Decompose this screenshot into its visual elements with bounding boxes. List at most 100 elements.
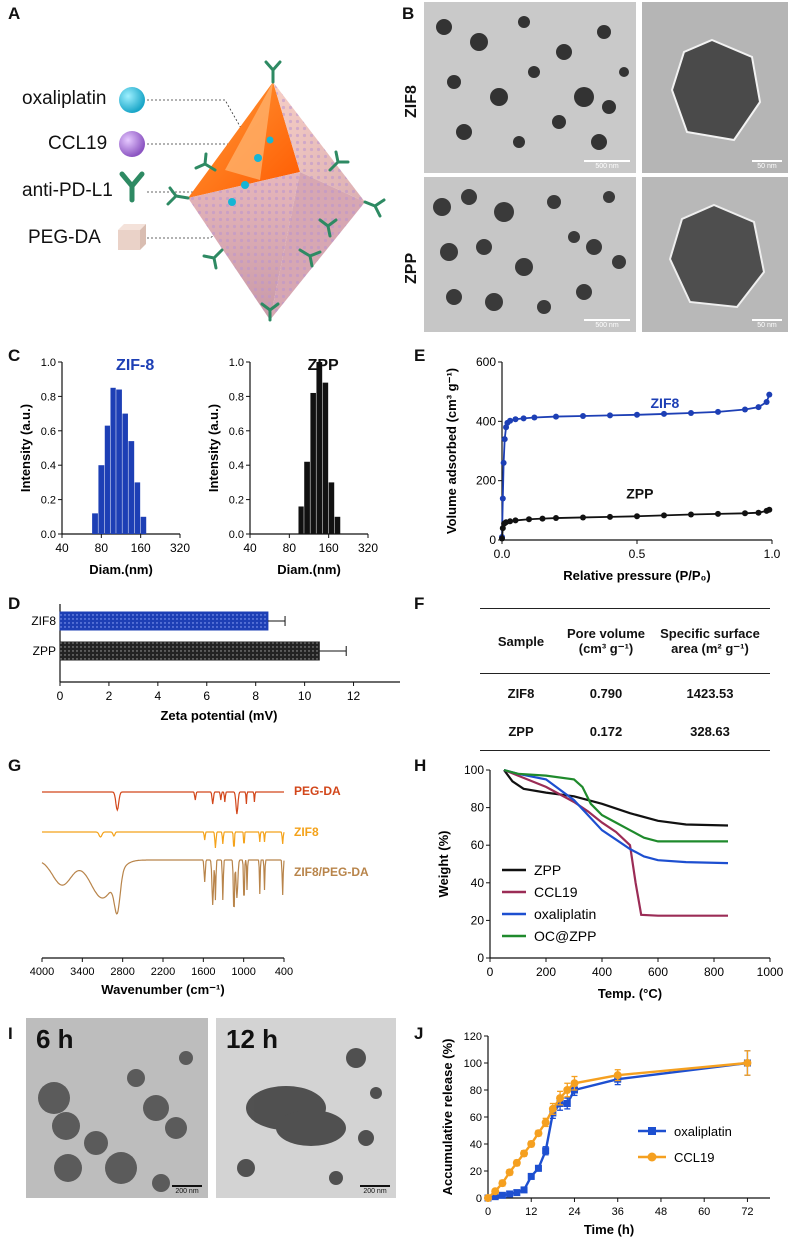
data-point bbox=[527, 1172, 535, 1180]
data-point bbox=[534, 1164, 542, 1172]
x-tick-label: 80 bbox=[283, 541, 297, 555]
x-tick-label: 160 bbox=[319, 541, 339, 555]
table-cell: ZPP bbox=[508, 723, 534, 739]
y-axis-title: Volume adsorbed (cm³ g⁻¹) bbox=[444, 368, 459, 534]
histogram-bar bbox=[298, 506, 304, 534]
legend-oxaliplatin: oxaliplatin bbox=[22, 88, 107, 109]
histogram-bar bbox=[310, 392, 316, 534]
x-tick-label: 48 bbox=[655, 1206, 667, 1218]
x-tick-label: 160 bbox=[131, 541, 151, 555]
y-tick-label: 0.0 bbox=[229, 529, 244, 541]
x-tick-label: 80 bbox=[95, 541, 109, 555]
y-tick-label: 20 bbox=[470, 1166, 482, 1178]
data-point-zif8 bbox=[500, 459, 507, 466]
data-point bbox=[534, 1129, 543, 1138]
series-label-zif8-peg-da: ZIF8/PEG-DA bbox=[294, 865, 369, 879]
y-axis-title: Intensity (a.u.) bbox=[18, 404, 33, 492]
histogram-bar bbox=[316, 362, 323, 534]
scalebar-label: 200 nm bbox=[175, 1188, 199, 1195]
x-tick-label: 2200 bbox=[151, 966, 175, 978]
time-label-12h: 12 h bbox=[226, 1024, 279, 1054]
data-point bbox=[541, 1118, 550, 1127]
data-point bbox=[563, 1086, 572, 1094]
x-tick-label: 36 bbox=[612, 1206, 624, 1218]
data-point bbox=[743, 1059, 752, 1067]
x-tick-label: 1600 bbox=[191, 966, 215, 978]
y-tick-label: 80 bbox=[471, 801, 485, 815]
ftir-line-zif8-peg-da bbox=[41, 859, 285, 915]
time-label-6h: 6 h bbox=[36, 1024, 74, 1054]
data-point-zpp bbox=[507, 518, 514, 525]
y-tick-label: 0.0 bbox=[41, 529, 56, 541]
y-tick-label: 80 bbox=[470, 1085, 482, 1097]
ftir-line-peg-da bbox=[42, 791, 284, 815]
y-tick-label: 100 bbox=[464, 1058, 482, 1070]
chart-e: 0 200 400 600 0.0 0.5 1.0 ZIF8 ZPP Relative press… bbox=[444, 355, 781, 583]
x-tick-label: 400 bbox=[275, 966, 293, 978]
scalebar-label: 500 nm bbox=[595, 163, 619, 170]
y-axis-title: Accumulative release (%) bbox=[440, 1039, 455, 1196]
y-tick-label: 20 bbox=[471, 913, 485, 927]
x-tick-label: 40 bbox=[243, 541, 257, 555]
legend-label: oxaliplatin bbox=[674, 1124, 732, 1139]
x-tick-label: 2 bbox=[106, 689, 113, 703]
x-tick-label: 800 bbox=[704, 965, 724, 979]
x-axis-title: Diam.(nm) bbox=[89, 562, 153, 577]
y-tick-label: 0.4 bbox=[229, 460, 244, 472]
data-point-zif8 bbox=[499, 495, 506, 502]
table-cell: 0.172 bbox=[589, 723, 623, 739]
row-label-zpp: ZPP bbox=[403, 252, 420, 284]
scalebar-label: 200 nm bbox=[363, 1188, 387, 1195]
x-tick-label: 4000 bbox=[30, 966, 54, 978]
data-point-zif8 bbox=[507, 417, 514, 424]
panel-label-i: I bbox=[8, 1024, 13, 1043]
chart-title: ZPP bbox=[308, 357, 339, 374]
y-tick-label: 0.8 bbox=[41, 391, 56, 403]
data-point bbox=[484, 1194, 492, 1202]
y-tick-label: 40 bbox=[471, 876, 485, 890]
x-tick-label: 320 bbox=[170, 541, 190, 555]
data-point bbox=[506, 1190, 514, 1198]
tga-line-oxaliplatin bbox=[503, 768, 729, 865]
data-point-zpp bbox=[512, 517, 519, 524]
data-point bbox=[498, 1179, 507, 1188]
table-header-sample: Sample bbox=[497, 633, 545, 649]
y-tick-label: 0.8 bbox=[229, 391, 244, 403]
x-tick-label: 0 bbox=[485, 1206, 491, 1218]
x-tick-label: 4 bbox=[155, 689, 162, 703]
data-point bbox=[512, 1158, 521, 1167]
panel-label-c: C bbox=[8, 346, 21, 365]
chart-title: ZIF-8 bbox=[116, 357, 154, 374]
zeta-bar bbox=[59, 611, 269, 631]
data-point-zif8 bbox=[742, 406, 748, 413]
legend-peg-da: PEG-DA bbox=[28, 227, 101, 248]
tem-zpp-closeup: 50 nm bbox=[642, 177, 788, 332]
zeta-bar bbox=[59, 641, 320, 661]
data-point-zif8 bbox=[755, 404, 762, 411]
data-point bbox=[520, 1149, 529, 1158]
x-tick-label: 6 bbox=[203, 689, 210, 703]
legend-marker bbox=[647, 1152, 657, 1162]
data-point-zif8 bbox=[763, 399, 770, 406]
ftir-line-zif8 bbox=[42, 831, 285, 849]
table-header-pore-volume: Pore volume (cm³ g⁻¹) bbox=[566, 625, 646, 656]
x-tick-label: 2800 bbox=[110, 966, 134, 978]
y-tick-label: 120 bbox=[464, 1031, 482, 1043]
data-point-zpp bbox=[607, 513, 613, 520]
y-tick-label: 600 bbox=[476, 355, 496, 369]
tem-zif8-overview: 500 nm bbox=[424, 2, 636, 173]
x-axis-title: Zeta potential (mV) bbox=[160, 708, 277, 723]
legend-ccl19: CCL19 bbox=[48, 133, 108, 154]
y-tick-label: 0.2 bbox=[41, 495, 56, 507]
data-point bbox=[505, 1168, 514, 1177]
table-cell: ZIF8 bbox=[507, 685, 535, 701]
histogram-bar bbox=[122, 413, 128, 534]
x-tick-label: 1000 bbox=[231, 966, 255, 978]
x-tick-label: 12 bbox=[347, 689, 361, 703]
legend-label: oxaliplatin bbox=[534, 906, 596, 922]
histogram-bar bbox=[328, 482, 335, 534]
x-axis-title: Time (h) bbox=[584, 1222, 634, 1237]
panel-label-b: B bbox=[402, 4, 415, 23]
y-tick-label: 60 bbox=[470, 1112, 482, 1124]
